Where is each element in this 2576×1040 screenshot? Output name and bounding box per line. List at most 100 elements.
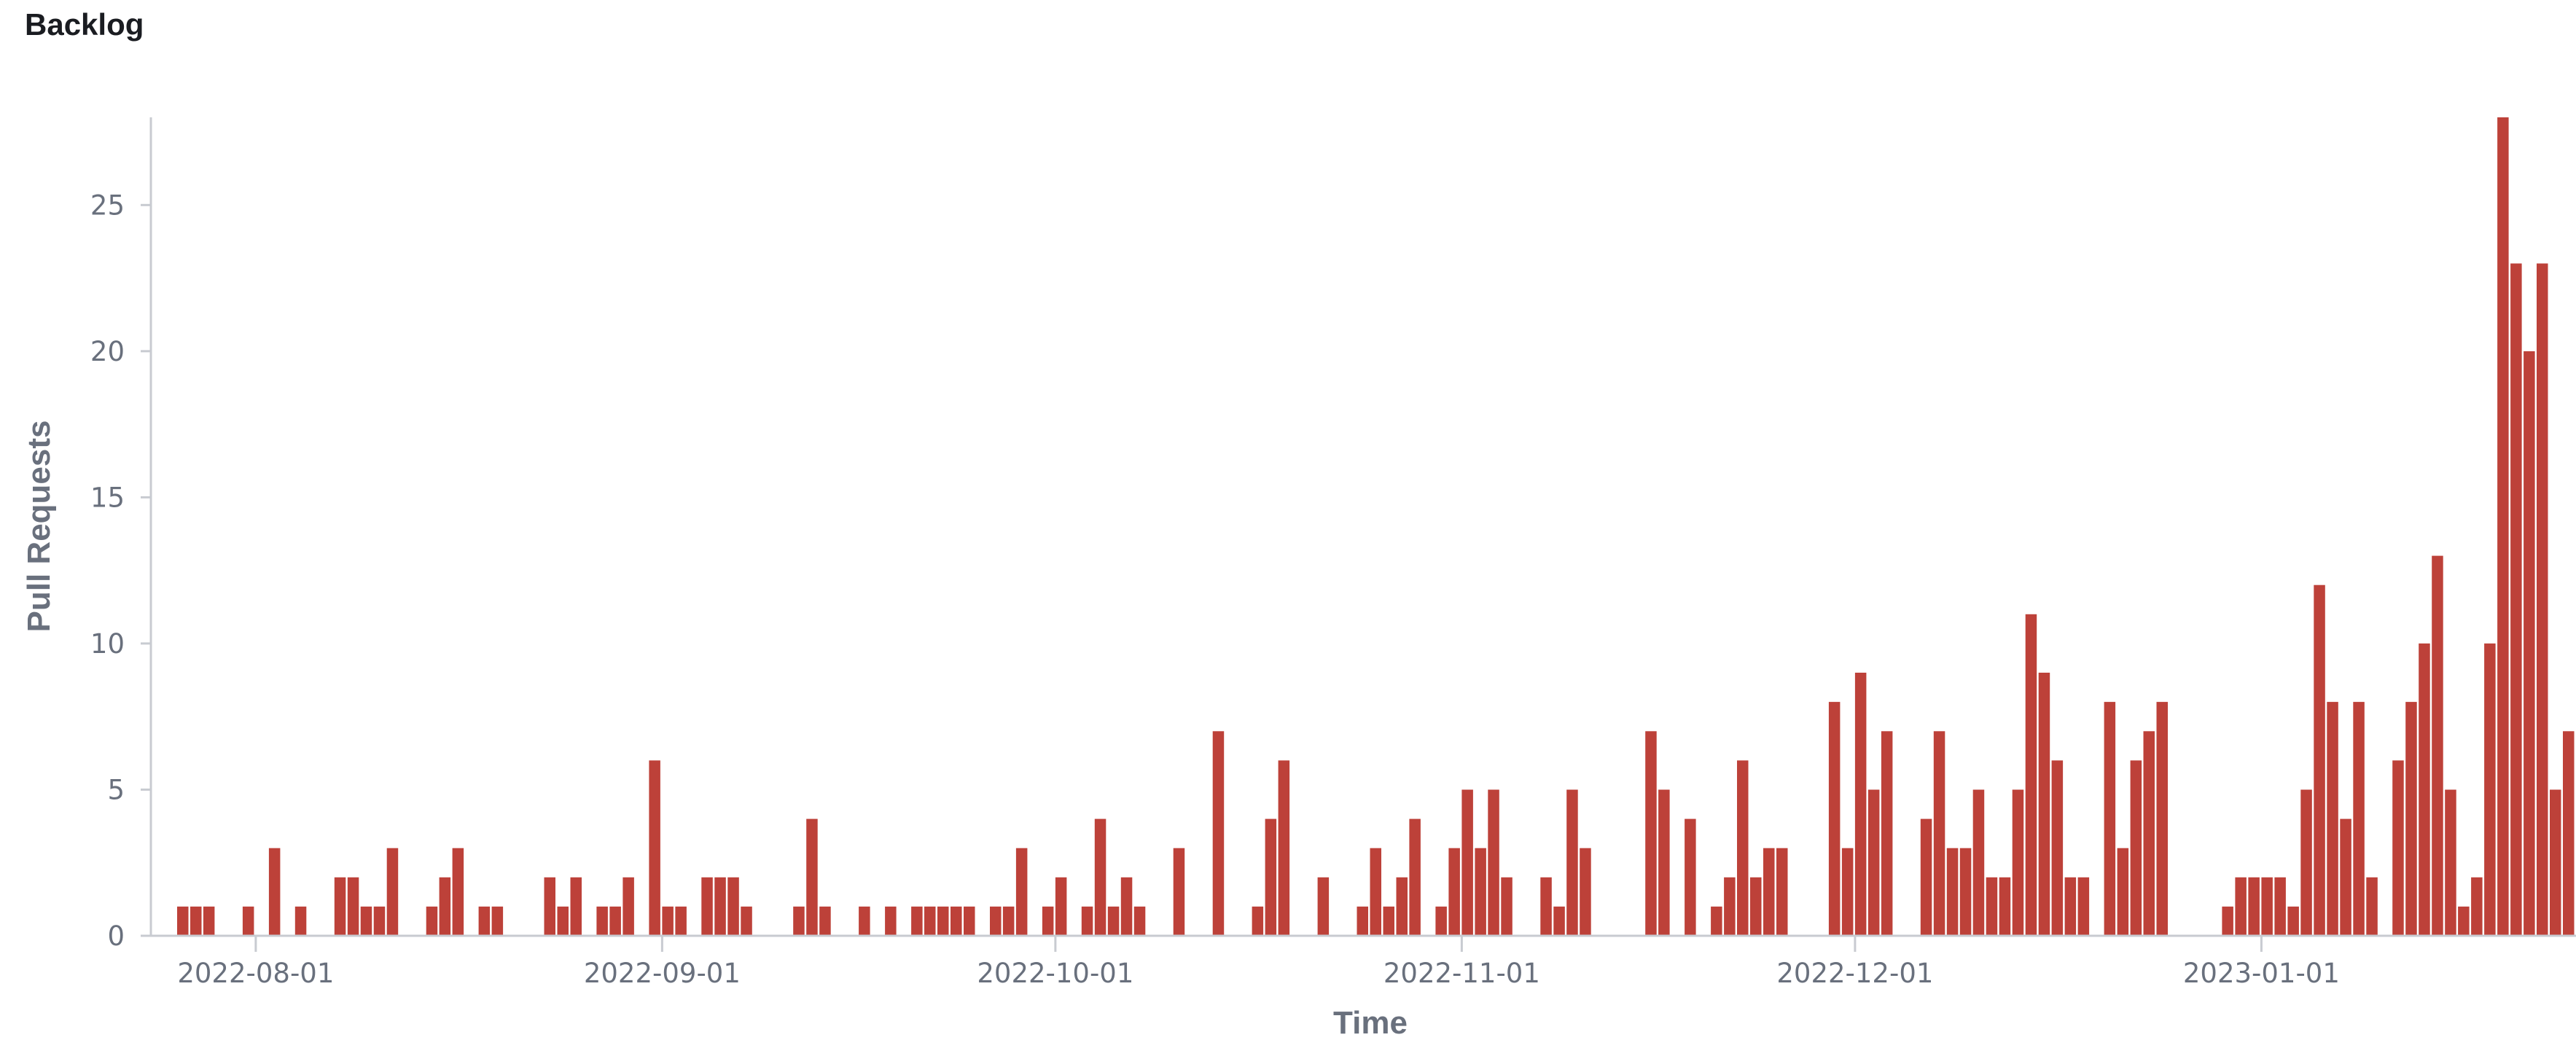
bar[interactable] — [2248, 877, 2260, 936]
bar[interactable] — [1881, 731, 1893, 937]
bar[interactable] — [2274, 877, 2286, 936]
bar[interactable] — [2222, 906, 2233, 936]
bar[interactable] — [203, 906, 215, 936]
bar[interactable] — [662, 906, 674, 936]
bar[interactable] — [1841, 848, 1854, 936]
bar[interactable] — [1933, 731, 1945, 937]
bar[interactable] — [1357, 906, 1369, 936]
bar[interactable] — [2327, 702, 2338, 936]
bar[interactable] — [675, 906, 687, 936]
bar[interactable] — [1750, 877, 1762, 936]
bar[interactable] — [386, 848, 399, 936]
bar[interactable] — [819, 906, 831, 936]
bar[interactable] — [2314, 584, 2325, 936]
bar[interactable] — [793, 906, 805, 936]
bar[interactable] — [1055, 877, 1067, 936]
bar[interactable] — [1370, 848, 1382, 936]
bar[interactable] — [911, 906, 923, 936]
bar[interactable] — [1580, 848, 1591, 936]
bar[interactable] — [2012, 789, 2024, 937]
bar[interactable] — [478, 906, 491, 936]
bar[interactable] — [1999, 877, 2011, 936]
bar[interactable] — [2432, 555, 2443, 936]
bar[interactable] — [2287, 906, 2299, 936]
bar[interactable] — [2471, 877, 2483, 936]
bar[interactable] — [491, 906, 504, 936]
bar[interactable] — [1501, 877, 1513, 936]
bar[interactable] — [1867, 789, 1880, 937]
bar[interactable] — [2038, 673, 2050, 936]
bar[interactable] — [2130, 760, 2142, 936]
bar[interactable] — [1252, 906, 1264, 936]
bar[interactable] — [2484, 643, 2496, 936]
bar[interactable] — [1724, 877, 1736, 936]
bar[interactable] — [373, 906, 386, 936]
bar[interactable] — [2025, 614, 2037, 936]
bar[interactable] — [334, 877, 346, 936]
bar[interactable] — [439, 877, 451, 936]
bar[interactable] — [242, 906, 254, 936]
bar[interactable] — [714, 877, 726, 936]
bar[interactable] — [1776, 848, 1788, 936]
bar[interactable] — [622, 877, 634, 936]
bar[interactable] — [1946, 848, 1959, 936]
bar[interactable] — [1094, 818, 1106, 936]
bar[interactable] — [2300, 789, 2312, 937]
bar[interactable] — [2524, 351, 2535, 936]
bar[interactable] — [1645, 731, 1657, 937]
bar[interactable] — [1173, 848, 1185, 936]
bar[interactable] — [268, 848, 281, 936]
bar[interactable] — [990, 906, 1002, 936]
bar[interactable] — [360, 906, 372, 936]
bar[interactable] — [2405, 702, 2417, 936]
bar[interactable] — [1409, 818, 1421, 936]
bar[interactable] — [727, 877, 739, 936]
bar[interactable] — [2419, 643, 2430, 936]
bar[interactable] — [1081, 906, 1093, 936]
bar[interactable] — [1737, 760, 1749, 936]
bar[interactable] — [1212, 731, 1225, 937]
bar[interactable] — [1475, 848, 1486, 936]
bar[interactable] — [1658, 789, 1670, 937]
bar[interactable] — [570, 877, 582, 936]
bar[interactable] — [2353, 702, 2365, 936]
bar[interactable] — [806, 818, 818, 936]
bar[interactable] — [2510, 263, 2522, 937]
bar[interactable] — [964, 906, 975, 936]
bar[interactable] — [1265, 818, 1277, 936]
bar[interactable] — [859, 906, 870, 936]
bar[interactable] — [649, 760, 660, 936]
bar[interactable] — [951, 906, 962, 936]
bar[interactable] — [190, 906, 202, 936]
bar[interactable] — [1920, 818, 1932, 936]
bar[interactable] — [2064, 877, 2077, 936]
bar[interactable] — [1448, 848, 1460, 936]
bar[interactable] — [1383, 906, 1395, 936]
bar[interactable] — [2077, 877, 2090, 936]
bar[interactable] — [1317, 877, 1330, 936]
bar[interactable] — [924, 906, 936, 936]
bar[interactable] — [2117, 848, 2129, 936]
bar[interactable] — [1972, 789, 1985, 937]
bar[interactable] — [741, 906, 752, 936]
bar[interactable] — [1553, 906, 1565, 936]
bar[interactable] — [2235, 877, 2247, 936]
bar[interactable] — [2392, 760, 2404, 936]
bar[interactable] — [1986, 877, 1998, 936]
bar[interactable] — [2537, 263, 2548, 937]
bar[interactable] — [1042, 906, 1054, 936]
bar[interactable] — [557, 906, 569, 936]
bar[interactable] — [2458, 906, 2470, 936]
bar[interactable] — [426, 906, 438, 936]
bar[interactable] — [544, 877, 556, 936]
bar[interactable] — [1107, 906, 1120, 936]
bar[interactable] — [1435, 906, 1447, 936]
bar[interactable] — [937, 906, 949, 936]
bar[interactable] — [2156, 702, 2169, 936]
bar[interactable] — [2563, 731, 2575, 937]
bar[interactable] — [1828, 702, 1841, 936]
bar[interactable] — [1015, 848, 1028, 936]
bar[interactable] — [2340, 818, 2351, 936]
bar[interactable] — [1120, 877, 1133, 936]
bar[interactable] — [596, 906, 608, 936]
